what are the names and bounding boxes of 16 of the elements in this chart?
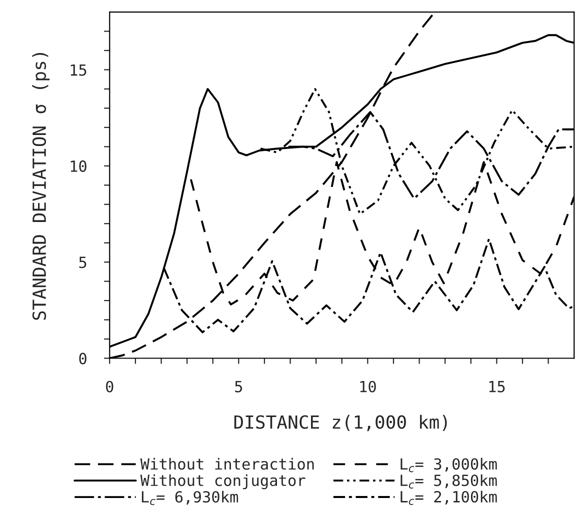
- legend-label: L$_{c}$= 3,000km: [400, 458, 497, 472]
- legend-label: L$_{c}$= 6,930km: [142, 490, 238, 506]
- y-tick-label: 0: [79, 352, 86, 364]
- x-tick-label: 10: [360, 380, 376, 392]
- legend-label: Without interaction: [140, 458, 314, 470]
- y-axis-title: STANDARD DEVIATION σ (ps): [32, 53, 50, 320]
- x-tick-label: 15: [489, 381, 505, 392]
- y-tick-label: 5: [79, 256, 86, 268]
- legend-label: L$_{c}$= 2,100km: [400, 490, 497, 505]
- x-tick-label: 5: [235, 381, 242, 392]
- y-tick-label: 15: [70, 64, 86, 76]
- legend-label: Without conjugator: [140, 474, 306, 490]
- x-tick-label: 0: [106, 380, 114, 392]
- y-tick-label: 10: [70, 160, 86, 172]
- x-axis-title: DISTANCE z(1,000 km): [234, 414, 447, 432]
- legend-label: L$_{c}$= 5,850km: [400, 474, 497, 489]
